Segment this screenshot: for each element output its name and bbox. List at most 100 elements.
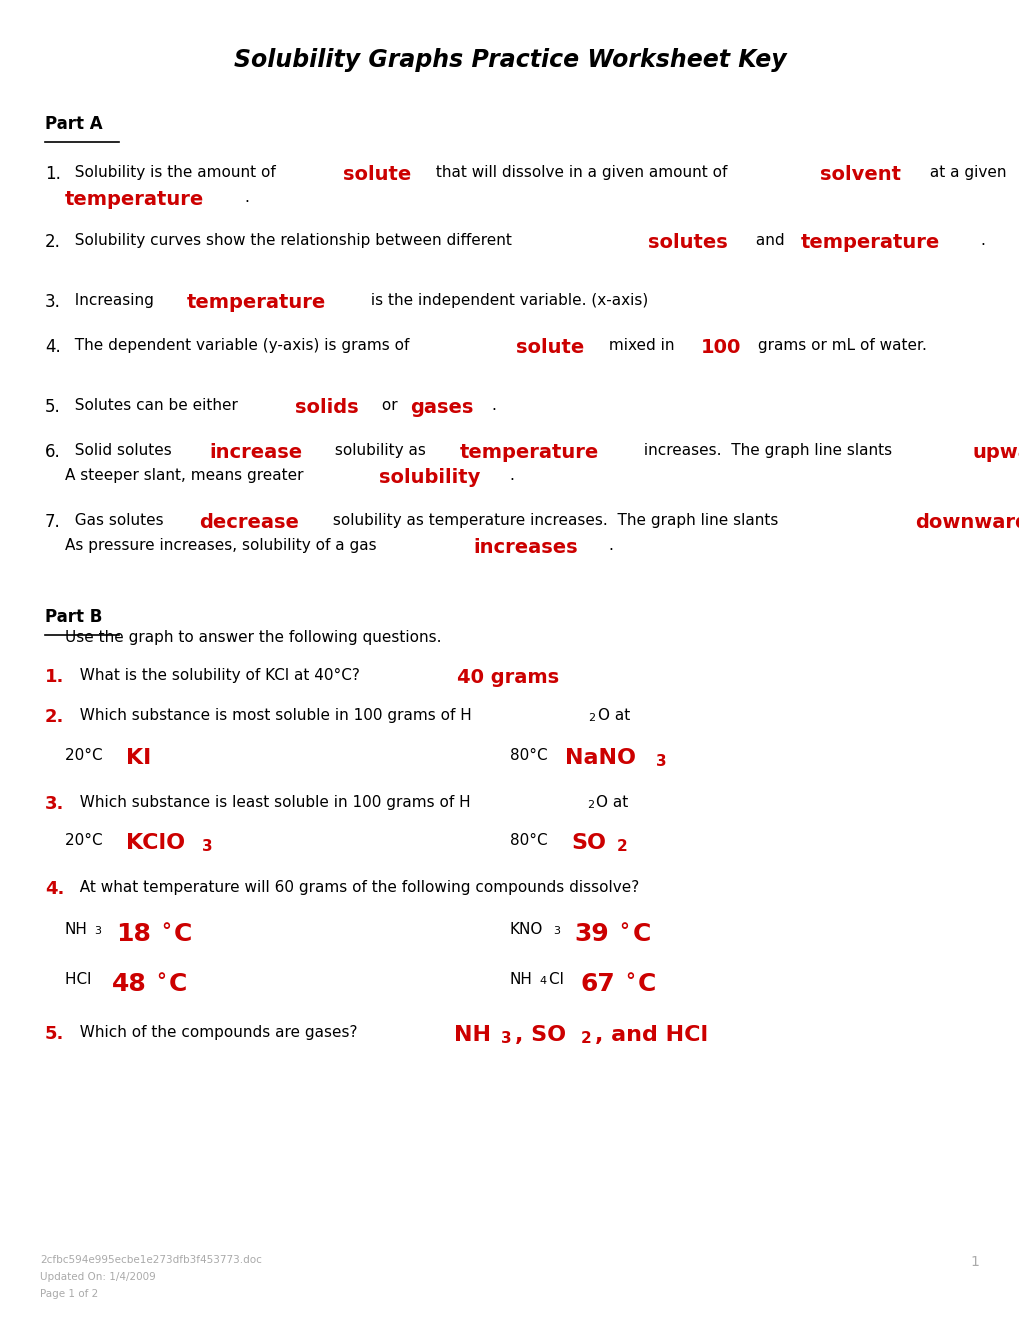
Text: 20°C: 20°C xyxy=(65,833,112,847)
Text: increase: increase xyxy=(209,444,303,462)
Text: 2: 2 xyxy=(615,840,627,854)
Text: temperature: temperature xyxy=(800,234,940,252)
Text: At what temperature will 60 grams of the following compounds dissolve?: At what temperature will 60 grams of the… xyxy=(70,880,639,895)
Text: Which substance is least soluble in 100 grams of H: Which substance is least soluble in 100 … xyxy=(70,795,470,810)
Text: 2: 2 xyxy=(588,713,595,723)
Text: The dependent variable (y-axis) is grams of: The dependent variable (y-axis) is grams… xyxy=(65,338,414,352)
Text: Which of the compounds are gases?: Which of the compounds are gases? xyxy=(70,1026,367,1040)
Text: .: . xyxy=(245,190,250,205)
Text: , SO: , SO xyxy=(515,1026,566,1045)
Text: Solubility is the amount of: Solubility is the amount of xyxy=(65,165,280,180)
Text: 80°C: 80°C xyxy=(510,748,552,763)
Text: C: C xyxy=(632,921,650,946)
Text: Solubility Graphs Practice Worksheet Key: Solubility Graphs Practice Worksheet Key xyxy=(233,48,786,73)
Text: 3.: 3. xyxy=(45,293,61,312)
Text: Cl: Cl xyxy=(548,972,573,987)
Text: 1.: 1. xyxy=(45,165,61,183)
Text: 100: 100 xyxy=(701,338,741,356)
Text: °: ° xyxy=(619,921,629,941)
Text: KI: KI xyxy=(126,748,151,768)
Text: , and HCl: , and HCl xyxy=(594,1026,707,1045)
Text: °: ° xyxy=(625,972,635,991)
Text: and: and xyxy=(751,234,789,248)
Text: solubility: solubility xyxy=(379,469,480,487)
Text: 80°C: 80°C xyxy=(510,833,556,847)
Text: is the independent variable. (x-axis): is the independent variable. (x-axis) xyxy=(366,293,648,308)
Text: mixed in: mixed in xyxy=(603,338,679,352)
Text: A steeper slant, means greater: A steeper slant, means greater xyxy=(65,469,308,483)
Text: decrease: decrease xyxy=(199,513,299,532)
Text: Page 1 of 2: Page 1 of 2 xyxy=(40,1290,98,1299)
Text: 5.: 5. xyxy=(45,399,61,416)
Text: 4.: 4. xyxy=(45,338,61,356)
Text: KClO: KClO xyxy=(126,833,185,853)
Text: Solid solutes: Solid solutes xyxy=(65,444,176,458)
Text: Which substance is most soluble in 100 grams of H: Which substance is most soluble in 100 g… xyxy=(70,708,472,723)
Text: 3: 3 xyxy=(500,1031,512,1045)
Text: temperature: temperature xyxy=(460,444,598,462)
Text: temperature: temperature xyxy=(65,190,204,209)
Text: Part A: Part A xyxy=(45,115,103,133)
Text: Solutes can be either: Solutes can be either xyxy=(65,399,243,413)
Text: HCl: HCl xyxy=(65,972,101,987)
Text: 48: 48 xyxy=(111,972,146,997)
Text: 2.: 2. xyxy=(45,708,64,726)
Text: 6.: 6. xyxy=(45,444,61,461)
Text: 3.: 3. xyxy=(45,795,64,813)
Text: .: . xyxy=(979,234,984,248)
Text: solids: solids xyxy=(294,399,358,417)
Text: .: . xyxy=(491,399,496,413)
Text: Gas solutes: Gas solutes xyxy=(65,513,169,528)
Text: 7.: 7. xyxy=(45,513,61,531)
Text: 2cfbc594e995ecbe1e273dfb3f453773.doc: 2cfbc594e995ecbe1e273dfb3f453773.doc xyxy=(40,1255,262,1265)
Text: 2: 2 xyxy=(586,800,593,810)
Text: upward: upward xyxy=(971,444,1019,462)
Text: that will dissolve in a given amount of: that will dissolve in a given amount of xyxy=(431,165,732,180)
Text: O at: O at xyxy=(595,795,628,810)
Text: 4.: 4. xyxy=(45,880,64,898)
Text: Updated On: 1/4/2009: Updated On: 1/4/2009 xyxy=(40,1272,156,1282)
Text: solvent: solvent xyxy=(819,165,900,183)
Text: 1.: 1. xyxy=(45,668,64,686)
Text: What is the solubility of KCl at 40°C?: What is the solubility of KCl at 40°C? xyxy=(70,668,369,682)
Text: Increasing: Increasing xyxy=(65,293,159,308)
Text: SO: SO xyxy=(571,833,605,853)
Text: KNO: KNO xyxy=(510,921,543,937)
Text: 3: 3 xyxy=(656,754,666,770)
Text: NH: NH xyxy=(510,972,532,987)
Text: solubility as: solubility as xyxy=(329,444,430,458)
Text: Solubility curves show the relationship between different: Solubility curves show the relationship … xyxy=(65,234,517,248)
Text: solute: solute xyxy=(516,338,584,356)
Text: solubility as temperature increases.  The graph line slants: solubility as temperature increases. The… xyxy=(327,513,783,528)
Text: NH: NH xyxy=(453,1026,490,1045)
Text: 3: 3 xyxy=(202,840,213,854)
Text: 67: 67 xyxy=(580,972,614,997)
Text: solutes: solutes xyxy=(648,234,728,252)
Text: increases.  The graph line slants: increases. The graph line slants xyxy=(639,444,897,458)
Text: C: C xyxy=(169,972,187,997)
Text: °: ° xyxy=(156,972,166,991)
Text: .: . xyxy=(607,539,612,553)
Text: 20°C: 20°C xyxy=(65,748,112,763)
Text: O at: O at xyxy=(597,708,629,723)
Text: .: . xyxy=(510,469,515,483)
Text: increases: increases xyxy=(473,539,578,557)
Text: grams or mL of water.: grams or mL of water. xyxy=(753,338,926,352)
Text: gases: gases xyxy=(410,399,473,417)
Text: or: or xyxy=(376,399,401,413)
Text: 39: 39 xyxy=(574,921,608,946)
Text: 5.: 5. xyxy=(45,1026,64,1043)
Text: Part B: Part B xyxy=(45,609,102,626)
Text: 18: 18 xyxy=(116,921,151,946)
Text: 2.: 2. xyxy=(45,234,61,251)
Text: 3: 3 xyxy=(95,927,102,936)
Text: C: C xyxy=(638,972,656,997)
Text: Use the graph to answer the following questions.: Use the graph to answer the following qu… xyxy=(65,630,441,645)
Text: 1: 1 xyxy=(969,1255,978,1269)
Text: NaNO: NaNO xyxy=(565,748,635,768)
Text: 4: 4 xyxy=(539,975,546,986)
Text: C: C xyxy=(173,921,192,946)
Text: temperature: temperature xyxy=(186,293,325,312)
Text: 2: 2 xyxy=(581,1031,591,1045)
Text: °: ° xyxy=(161,921,171,941)
